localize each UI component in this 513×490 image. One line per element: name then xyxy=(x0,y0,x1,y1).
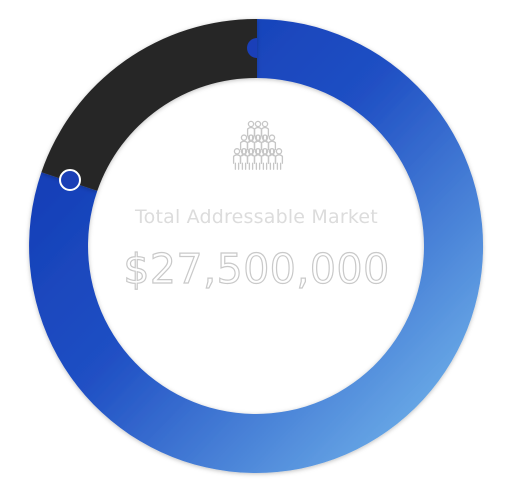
person-figure xyxy=(239,148,249,170)
ring-segment-highlight xyxy=(41,18,258,191)
person-figure xyxy=(267,148,277,170)
person-figure xyxy=(274,148,284,170)
people-pyramid-icon xyxy=(232,120,284,170)
segment-connector-tab xyxy=(247,38,257,58)
segment-marker-dot xyxy=(59,169,81,191)
market-value: $27,500,000 xyxy=(123,244,390,293)
person-figure xyxy=(253,148,263,170)
person-figure xyxy=(260,148,270,170)
person-figure xyxy=(246,148,256,170)
person-figure xyxy=(232,148,242,170)
market-label: Total Addressable Market xyxy=(135,206,378,228)
